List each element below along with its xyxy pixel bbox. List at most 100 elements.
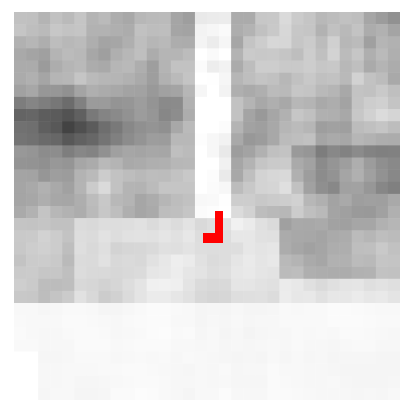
pixel-cell	[267, 254, 280, 267]
pixel-cell	[182, 218, 196, 231]
pixel-cell	[255, 169, 268, 182]
pixel-cell	[158, 339, 172, 352]
pixel-cell	[146, 242, 159, 255]
pixel-cell	[279, 169, 292, 182]
pixel-cell	[327, 60, 340, 73]
pixel-cell	[291, 24, 304, 37]
pixel-cell	[182, 206, 196, 219]
pixel-cell	[38, 278, 51, 292]
pixel-cell	[194, 290, 208, 304]
pixel-cell	[327, 181, 340, 195]
pixel-cell	[291, 193, 304, 207]
pixel-cell	[38, 339, 51, 352]
pixel-cell	[134, 72, 147, 85]
pixel-cell	[134, 363, 147, 376]
pixel-cell	[158, 133, 172, 146]
pixel-cell	[62, 181, 75, 195]
pixel-cell	[50, 290, 63, 304]
pixel-cell	[26, 351, 39, 364]
pixel-cell	[303, 387, 316, 400]
pixel-cell	[134, 181, 147, 195]
pixel-cell	[26, 363, 39, 376]
pixel-cell	[26, 254, 39, 267]
pixel-cell	[279, 242, 292, 255]
pixel-cell	[38, 24, 51, 37]
pixel-cell	[110, 315, 123, 328]
pixel-cell	[38, 230, 51, 243]
pixel-cell	[363, 157, 377, 170]
pixel-cell	[62, 278, 75, 292]
pixel-cell	[14, 181, 27, 195]
pixel-cell	[38, 375, 51, 389]
pixel-cell	[363, 12, 377, 25]
pixel-cell	[146, 339, 159, 352]
pixel-cell	[267, 351, 280, 364]
pixel-cell	[363, 109, 377, 122]
pixel-cell	[279, 387, 292, 400]
pixel-cell	[291, 254, 304, 267]
pixel-cell	[122, 169, 135, 182]
pixel-cell	[170, 133, 184, 146]
pixel-cell	[267, 72, 280, 85]
pixel-cell	[74, 206, 87, 219]
pixel-cell	[98, 72, 111, 85]
pixel-cell	[170, 181, 184, 195]
pixel-cell	[194, 387, 208, 400]
pixel-cell	[375, 133, 389, 146]
pixel-cell	[182, 193, 196, 207]
pixel-cell	[375, 375, 389, 389]
pixel-cell	[62, 72, 75, 85]
pixel-cell	[267, 206, 280, 219]
pixel-cell	[182, 181, 196, 195]
pixel-cell	[231, 169, 244, 182]
pixel-cell	[267, 327, 280, 340]
pixel-cell	[62, 351, 75, 364]
pixel-cell	[26, 84, 39, 98]
pixel-cell	[170, 72, 184, 85]
pixel-cell	[243, 254, 256, 267]
pixel-cell	[146, 48, 159, 61]
pixel-cell	[122, 36, 135, 49]
pixel-cell	[98, 290, 111, 304]
pixel-cell	[98, 206, 111, 219]
pixel-cell	[194, 181, 208, 195]
pixel-cell	[146, 133, 159, 146]
pixel-cell	[62, 303, 75, 316]
pixel-cell	[134, 278, 147, 292]
pixel-cell	[62, 387, 75, 400]
pixel-cell	[38, 133, 51, 146]
pixel-cell	[243, 218, 256, 231]
pixel-cell	[86, 133, 99, 146]
pixel-cell	[110, 36, 123, 49]
pixel-cell	[26, 230, 39, 243]
pixel-cell	[110, 12, 123, 25]
pixel-cell	[38, 60, 51, 73]
pixel-cell	[14, 84, 27, 98]
pixel-cell	[267, 266, 280, 279]
pixel-cell	[339, 315, 352, 328]
pixel-cell	[194, 206, 208, 219]
pixel-cell	[122, 60, 135, 73]
pixel-cell	[243, 387, 256, 400]
pixel-cell	[110, 24, 123, 37]
pixel-cell	[182, 363, 196, 376]
pixel-cell	[267, 24, 280, 37]
pixel-cell	[267, 242, 280, 255]
pixel-cell	[279, 206, 292, 219]
pixel-cell	[255, 351, 268, 364]
pixel-cell	[387, 181, 400, 195]
pixel-cell	[122, 96, 135, 110]
pixel-cell	[327, 24, 340, 37]
pixel-cell	[279, 218, 292, 231]
pixel-cell	[38, 363, 51, 376]
pixel-cell	[231, 12, 244, 25]
pixel-cell	[98, 109, 111, 122]
pixel-cell	[170, 363, 184, 376]
pixel-cell	[26, 24, 39, 37]
pixel-cell	[267, 121, 280, 134]
pixel-cell	[363, 375, 377, 389]
pixel-cell	[50, 48, 63, 61]
pixel-cell	[291, 145, 304, 158]
pixel-cell	[134, 351, 147, 364]
pixel-cell	[327, 218, 340, 231]
